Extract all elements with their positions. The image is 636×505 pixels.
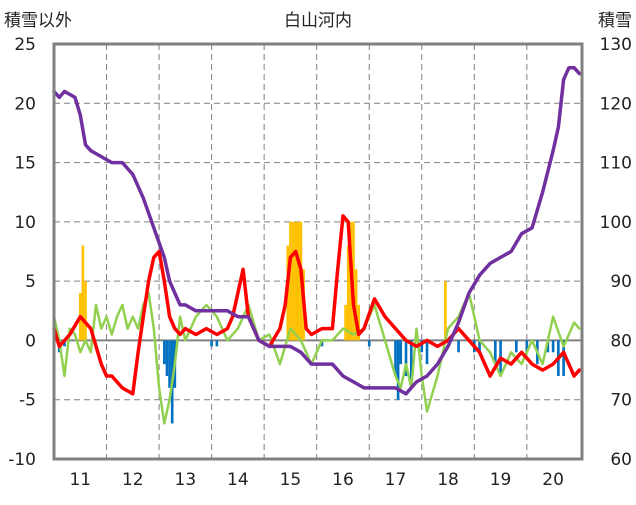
x-tick-label: 12: [122, 470, 144, 490]
snow_change-bar: [562, 340, 565, 376]
y-left-tick-label: 15: [14, 154, 36, 174]
snow_change-bar: [425, 340, 429, 365]
x-tick-label: 19: [490, 470, 512, 490]
y-left-tick-label: 10: [14, 213, 36, 233]
y-right-tick-label: 120: [600, 94, 632, 114]
snow_change-bar: [396, 340, 400, 400]
y-left-tick-label: 5: [25, 272, 36, 292]
y-right-tick-label: 90: [610, 272, 632, 292]
x-tick-label: 13: [175, 470, 197, 490]
precip-bar: [444, 281, 447, 341]
x-tick-label: 18: [437, 470, 459, 490]
temperature-line: [52, 214, 582, 396]
precip-bar: [291, 221, 295, 341]
snow_change-bar: [168, 340, 171, 388]
y-left-axis-label: 積雪以外: [4, 11, 72, 31]
snow_change-bar: [210, 340, 213, 347]
precip-bar: [81, 245, 85, 341]
snow_change-bar: [525, 340, 529, 353]
y-right-tick-label: 100: [600, 213, 632, 233]
plot-frame: [52, 42, 584, 461]
precip-bar: [289, 221, 292, 341]
y-right-axis-label: 積雪: [598, 11, 632, 31]
snow_change-bar: [551, 340, 555, 353]
precip-bar: [344, 304, 347, 341]
snow_change-bar: [478, 340, 481, 353]
plot-border: [52, 42, 584, 461]
chart-title: 白山河内: [284, 11, 352, 31]
y-right-tick-label: 110: [600, 154, 632, 174]
precip-bar: [84, 281, 87, 341]
snow_change-bar: [404, 340, 408, 376]
y-left-tick-label: -10: [8, 450, 36, 470]
snow_change-bar: [494, 340, 497, 365]
snow_change-bar: [546, 340, 550, 353]
snow_change-bar: [420, 340, 424, 353]
x-tick-label: 17: [385, 470, 407, 490]
line-series: [52, 65, 582, 425]
snow_change-bar: [215, 340, 219, 347]
snow_change-bar: [165, 340, 169, 376]
y-right-tick-label: 130: [600, 35, 632, 55]
snow_change-bar: [163, 340, 166, 365]
snow_change-bar: [63, 340, 66, 347]
y-left-tick-label: 25: [14, 35, 36, 55]
precip-bar: [357, 304, 361, 341]
y-left-tick-label: 0: [25, 331, 36, 351]
precip-bar: [354, 269, 358, 341]
y-right-tick-label: 70: [610, 391, 632, 411]
snow_change-bar: [394, 340, 397, 376]
snow_change-bar: [399, 340, 403, 365]
snow_depth-line: [52, 65, 582, 396]
precip-bar: [296, 221, 300, 341]
snow_change-bar: [409, 340, 413, 388]
y-left-tick-label: -5: [19, 391, 36, 411]
x-tick-label: 14: [227, 470, 249, 490]
x-tick-label: 15: [280, 470, 302, 490]
x-tick-label: 11: [69, 470, 91, 490]
y-right-tick-label: 80: [610, 331, 632, 351]
x-tick-label: 16: [332, 470, 354, 490]
y-right-tick-label: 60: [610, 450, 632, 470]
precip-bar: [294, 221, 297, 341]
tick-labels: -10 -5 0 5 10 15 20 25 60 70 80 90 100 110 120 130 11 12 1…: [8, 35, 632, 490]
snow_change-bar: [367, 340, 371, 347]
precip-bar: [346, 245, 350, 341]
snow_change-bar: [457, 340, 460, 353]
snow_change-bar: [515, 340, 518, 353]
y-left-tick-label: 20: [14, 94, 36, 114]
x-tick-label: 20: [542, 470, 564, 490]
